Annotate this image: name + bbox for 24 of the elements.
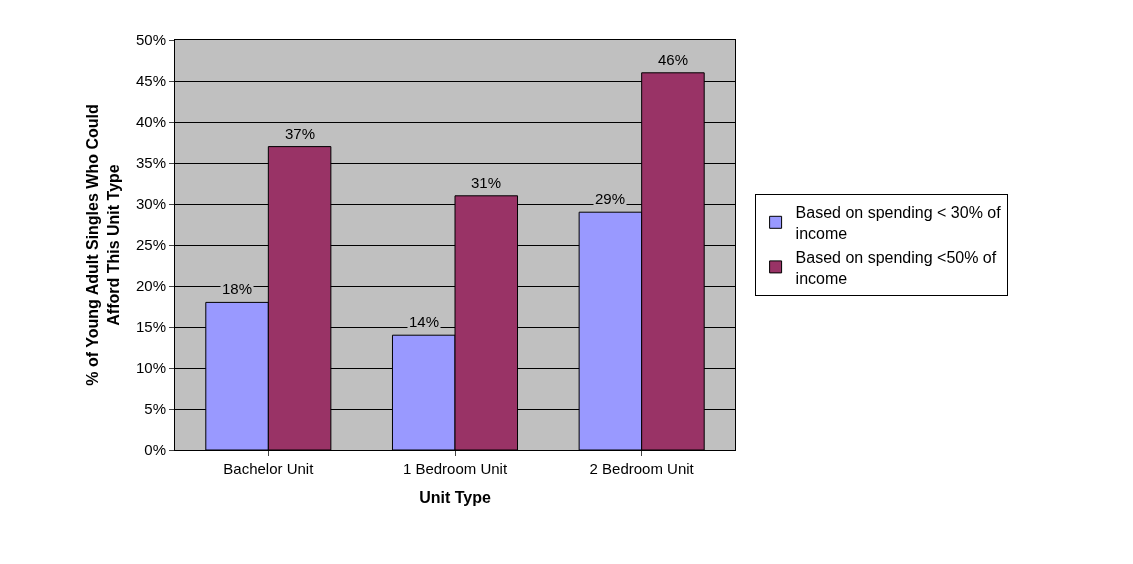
y-axis-title: % of Young Adult Singles Who Could Afford This Unit Type [84,104,122,386]
y-tick-label: 0% [144,441,166,459]
data-label: 31% [471,174,502,191]
legend-label: Based on spending < 30% of income [795,204,1002,242]
x-tick-label: Bachelor Unit [223,460,315,477]
data-label: 37% [285,125,316,142]
y-tick-label: 30% [135,195,166,213]
y-tick-label: 20% [135,277,166,295]
y-tick-label: 15% [135,318,166,336]
data-label: 29% [595,190,626,207]
data-label: 14% [409,313,440,330]
y-tick-label: 5% [144,400,166,418]
x-tick-label: 1 Bedroom Unit [402,460,508,477]
data-label: 18% [222,280,253,297]
data-label: 46% [658,51,689,68]
x-axis-title: Unit Type [419,488,491,506]
y-tick-label: 40% [135,113,166,131]
y-tick-label: 25% [135,236,166,254]
y-tick-label: 35% [135,154,166,172]
x-tick-label: 2 Bedroom Unit [589,460,695,477]
y-tick-label: 10% [135,359,166,377]
y-tick-label: 45% [135,72,166,90]
legend-label: Based on spending <50% of income [795,248,997,287]
y-tick-label: 50% [135,31,166,49]
